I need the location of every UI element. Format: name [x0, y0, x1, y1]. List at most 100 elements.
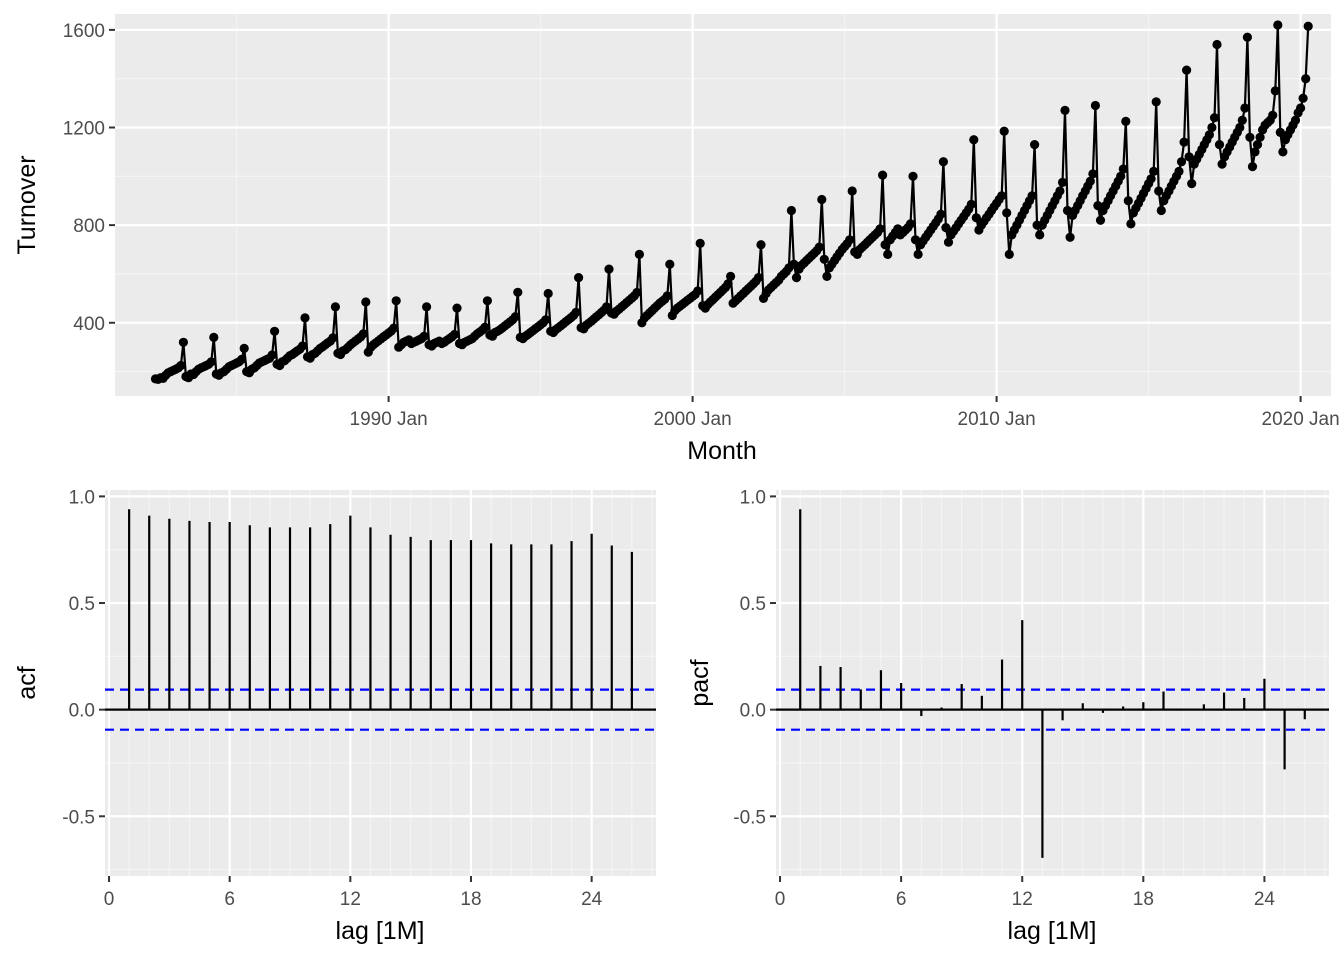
- ts-point: [791, 273, 802, 283]
- ts-point: [845, 235, 855, 245]
- ts-point: [726, 271, 736, 281]
- ts-point: [206, 357, 216, 367]
- pacf-x-axis-title: lag [1M]: [1008, 917, 1097, 945]
- ts-point: [482, 296, 492, 306]
- ts-point: [1088, 169, 1098, 179]
- ts-point: [1085, 176, 1095, 186]
- ts-x-tick-label: 2000 Jan: [654, 409, 732, 430]
- ts-point: [819, 254, 829, 264]
- ts-point: [1065, 232, 1075, 242]
- ts-x-axis-title: Month: [687, 437, 756, 465]
- acf-x-tick-label: 18: [460, 889, 481, 910]
- ts-point: [300, 313, 310, 323]
- time-series-plot: 400 800 1200 1600 1990 Jan 2000 Jan 2010 Jan 2…: [13, 14, 1340, 465]
- ts-point: [997, 191, 1007, 201]
- ts-point: [1247, 162, 1258, 172]
- acf-y-tick-label: -0.5: [62, 807, 95, 828]
- ts-point: [1182, 65, 1192, 75]
- pacf-bars: [776, 509, 1329, 858]
- ts-point: [176, 360, 186, 371]
- ts-point: [422, 302, 432, 312]
- ts-point: [936, 209, 946, 219]
- ts-point: [1301, 74, 1311, 84]
- ts-point: [541, 315, 551, 325]
- ts-point: [1245, 132, 1255, 142]
- ts-point: [1217, 159, 1227, 169]
- ts-point: [941, 223, 951, 233]
- pacf-x-tick-label: 6: [896, 889, 907, 910]
- ts-point: [1121, 116, 1131, 126]
- acf-x-axis-title: lag [1M]: [336, 917, 425, 945]
- pacf-x-axis: 0 6 12 18 24: [775, 876, 1275, 910]
- ts-point: [1149, 166, 1159, 176]
- ts-point: [814, 242, 824, 252]
- ts-point: [1179, 137, 1189, 147]
- ts-point: [391, 296, 401, 306]
- ts-point: [1273, 20, 1283, 30]
- ts-point: [1275, 127, 1285, 137]
- acf-y-tick-label: 1.0: [69, 487, 95, 508]
- ts-point: [1204, 130, 1214, 140]
- ts-point: [1237, 115, 1247, 125]
- ts-point: [449, 329, 460, 340]
- ts-point: [1235, 122, 1245, 133]
- ts-point: [634, 249, 645, 259]
- ts-point: [270, 326, 280, 336]
- ts-point: [632, 287, 642, 298]
- pacf-x-tick-label: 0: [775, 889, 786, 910]
- ts-point: [1255, 132, 1265, 142]
- ts-point: [1298, 93, 1308, 103]
- acf-confidence-bounds: [105, 688, 656, 731]
- ts-point: [1027, 191, 1037, 201]
- ts-series-turnover: [150, 20, 1313, 384]
- ts-point: [1118, 164, 1128, 174]
- ts-point: [1252, 140, 1263, 150]
- ts-x-tick-label: 2010 Jan: [958, 409, 1036, 430]
- ts-point: [1146, 174, 1156, 184]
- ts-point: [1035, 230, 1045, 240]
- ts-point: [513, 287, 523, 297]
- ts-point: [543, 288, 553, 299]
- ts-point: [1116, 171, 1126, 181]
- pacf-plot: -0.5 0.0 0.5 1.0 0 6 12 18 24 lag [1M] pacf: [686, 487, 1329, 945]
- acf-panel-background: [105, 490, 656, 876]
- ts-point: [817, 194, 827, 205]
- pacf-y-axis: -0.5 0.0 0.5 1.0: [733, 487, 776, 828]
- ts-point: [328, 333, 338, 343]
- ts-point: [1090, 100, 1100, 111]
- pacf-confidence-bounds: [776, 688, 1329, 731]
- pacf-y-tick-label: 1.0: [740, 487, 766, 508]
- ts-point: [665, 259, 675, 269]
- acf-y-tick-label: 0.0: [69, 701, 95, 722]
- ts-point: [878, 170, 888, 180]
- acf-x-tick-label: 12: [340, 889, 361, 910]
- ts-x-tick-label: 1990 Jan: [350, 409, 428, 430]
- acf-y-axis-title: acf: [13, 666, 41, 699]
- ts-point: [1250, 147, 1260, 157]
- ts-point: [913, 249, 923, 259]
- ts-point: [822, 271, 832, 281]
- ts-point: [480, 322, 490, 332]
- ts-point: [361, 297, 371, 307]
- ts-point: [1176, 157, 1187, 167]
- acf-y-axis: -0.5 0.0 0.5 1.0: [62, 487, 105, 828]
- ts-point: [1057, 177, 1068, 187]
- ts-point: [1240, 103, 1250, 113]
- acf-x-tick-label: 24: [581, 889, 603, 910]
- ts-point: [999, 126, 1009, 136]
- ts-point: [1002, 208, 1012, 218]
- ts-y-axis: 400 800 1200 1600: [63, 21, 115, 335]
- ts-point: [971, 213, 981, 223]
- ts-point: [297, 341, 308, 351]
- ts-point: [1212, 39, 1222, 50]
- acf-bars: [105, 509, 656, 711]
- ts-y-tick-label: 1600: [63, 21, 105, 42]
- ts-point: [1030, 140, 1040, 150]
- ts-y-tick-label: 1200: [63, 119, 105, 140]
- pacf-x-tick-label: 12: [1012, 889, 1033, 910]
- ts-point: [1296, 103, 1306, 113]
- ts-point: [1207, 122, 1217, 133]
- pacf-y-tick-label: 0.5: [740, 594, 766, 615]
- ts-point: [209, 332, 219, 342]
